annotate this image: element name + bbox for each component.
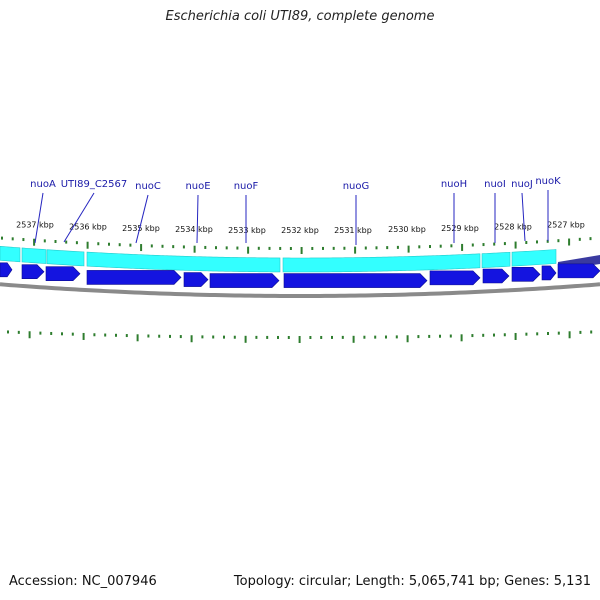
backbone-ring: [0, 282, 600, 298]
cds-arrow: [541, 265, 557, 281]
cds-arrow: [511, 267, 541, 282]
gene-label-nuoH: nuoH: [441, 179, 467, 190]
gene-segment: [282, 253, 481, 273]
kbp-label: 2535 kbp: [122, 224, 160, 233]
accession-text: Accession: NC_007946: [9, 574, 157, 589]
genome-title: Escherichia coli UTI89, complete genome: [165, 9, 435, 24]
label-leader: [135, 194, 149, 244]
gene-label-UTI89_C2567: UTI89_C2567: [61, 179, 128, 190]
label-leader: [521, 192, 526, 242]
kbp-labels: 2537 kbp 2536 kbp 2535 kbp 2534 kbp 2533 kbp…: [16, 220, 585, 235]
gene-label-nuoA: nuoA: [30, 179, 56, 190]
cds-arrow: [429, 270, 481, 286]
gene-label-nuoF: nuoF: [234, 181, 259, 192]
kbp-label: 2530 kbp: [388, 225, 426, 234]
gene-label-nuoC: nuoC: [135, 181, 161, 192]
cds-arrow: [0, 262, 13, 278]
cds-arrow: [557, 263, 600, 279]
kbp-label: 2529 kbp: [441, 224, 479, 233]
kbp-label: 2532 kbp: [281, 226, 319, 235]
kbp-label: 2531 kbp: [334, 226, 372, 235]
ruler-ticks-inner: [7, 330, 593, 343]
cds-track: [0, 262, 600, 288]
cds-arrow: [45, 266, 81, 281]
gene-segment: [46, 249, 85, 267]
cds-arrow: [86, 270, 182, 285]
kbp-label: 2527 kbp: [547, 220, 585, 229]
cds-arrow: [21, 264, 45, 280]
cds-arrow: [482, 268, 510, 284]
ruler-ticks-outer: [1, 236, 592, 254]
cds-arrow: [209, 273, 280, 288]
gene-label-nuoJ: nuoJ: [511, 179, 533, 190]
kbp-label: 2536 kbp: [69, 222, 107, 231]
label-leader: [63, 192, 95, 243]
gene-label-nuoE: nuoE: [185, 181, 210, 192]
kbp-label: 2533 kbp: [228, 226, 266, 235]
gene-label-nuoG: nuoG: [343, 181, 370, 192]
gene-track: [0, 245, 600, 273]
cds-arrow: [283, 273, 428, 288]
genome-summary: Topology: circular; Length: 5,065,741 bp…: [233, 574, 591, 589]
label-leader: [196, 194, 199, 244]
kbp-label: 2534 kbp: [175, 225, 213, 234]
kbp-label: 2528 kbp: [494, 222, 532, 231]
gene-segment: [21, 247, 47, 264]
backbone-line: [0, 282, 600, 298]
gene-labels: nuoA UTI89_C2567 nuoC nuoE nuoF nuoG nuoH nuoI n…: [30, 176, 561, 245]
label-leader: [34, 192, 44, 244]
gene-segment: [481, 251, 511, 269]
gene-label-nuoI: nuoI: [484, 179, 506, 190]
gene-segment: [511, 249, 557, 267]
kbp-label: 2537 kbp: [16, 221, 54, 230]
gene-segment: [0, 245, 21, 263]
cds-arrow: [183, 272, 209, 287]
gene-segment: [86, 251, 281, 273]
gene-label-nuoK: nuoK: [535, 176, 561, 187]
